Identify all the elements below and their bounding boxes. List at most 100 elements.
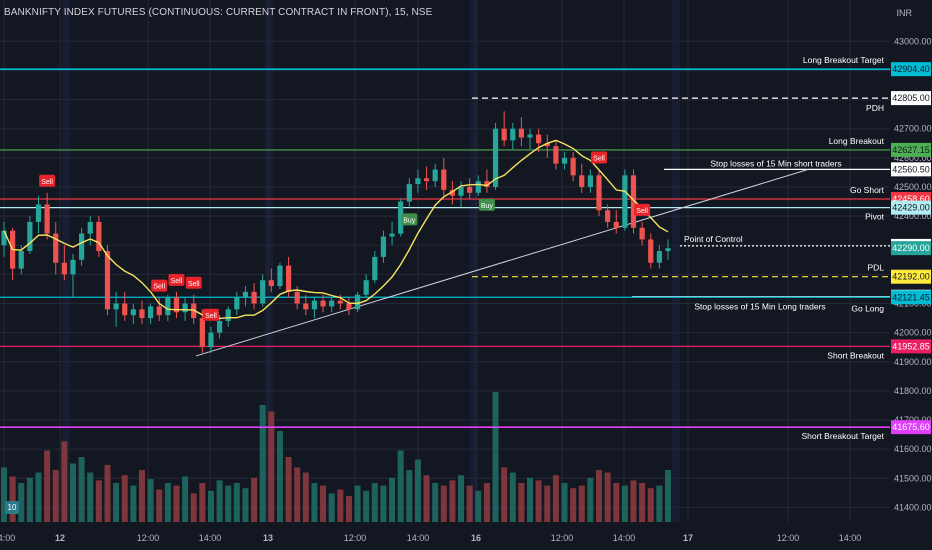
signal-label: Sell bbox=[41, 179, 53, 186]
volume-bar bbox=[345, 496, 352, 522]
candle-body bbox=[346, 303, 352, 310]
volume-bar bbox=[216, 480, 223, 522]
x-tick-label: 12:00 bbox=[777, 533, 800, 543]
y-tick-label: 41700.00 bbox=[894, 415, 932, 425]
x-tick-label: 12:00 bbox=[137, 533, 160, 543]
volume-bar bbox=[458, 475, 465, 522]
signal-marker bbox=[151, 279, 168, 292]
candle-body bbox=[363, 280, 369, 295]
y-tick-label: 41600.00 bbox=[894, 444, 932, 454]
candle-body bbox=[294, 291, 300, 304]
candle-body bbox=[53, 233, 59, 263]
volume-bar bbox=[207, 490, 214, 522]
x-tick-label: 14:00 bbox=[613, 533, 636, 543]
signal-marker bbox=[478, 198, 495, 211]
signal-marker bbox=[202, 308, 219, 321]
volume-bar bbox=[639, 483, 646, 522]
candle-body bbox=[303, 303, 309, 310]
candle-body bbox=[432, 169, 438, 182]
volume-bar bbox=[432, 483, 439, 522]
price-tag bbox=[891, 91, 931, 106]
volume-bar bbox=[363, 490, 370, 522]
candle-body bbox=[139, 309, 145, 319]
volume-bar bbox=[285, 457, 292, 522]
trendline bbox=[195, 169, 809, 357]
signal-marker bbox=[185, 276, 202, 289]
candle-body bbox=[656, 251, 662, 263]
volume-bar bbox=[138, 470, 145, 522]
volume-bar bbox=[190, 493, 197, 522]
signal-marker bbox=[39, 174, 56, 187]
candle-body bbox=[518, 128, 525, 138]
volume-bar bbox=[225, 485, 232, 522]
price-tag-label: 42429.00 bbox=[892, 203, 930, 213]
volume-badge[interactable]: 10 bbox=[5, 501, 19, 514]
price-tag-label: 42192.00 bbox=[892, 272, 930, 282]
y-tick-label: 41800.00 bbox=[894, 386, 932, 396]
price-tag-label: 42627.15 bbox=[892, 145, 930, 155]
price-tag bbox=[891, 162, 931, 177]
volume-bar bbox=[233, 483, 240, 522]
price-tag-label: 42904.40 bbox=[892, 64, 930, 74]
volume-bar bbox=[389, 477, 396, 522]
session-band bbox=[672, 0, 680, 522]
candle-body bbox=[234, 297, 240, 310]
candle-body bbox=[329, 300, 335, 307]
candle-body bbox=[380, 236, 387, 257]
candle-body bbox=[648, 239, 654, 263]
candle-body bbox=[372, 256, 378, 281]
volume-bar bbox=[596, 470, 603, 522]
volume-bar bbox=[199, 483, 206, 522]
level-name: Point of Control bbox=[684, 234, 743, 244]
y-tick-label: 41400.00 bbox=[894, 502, 932, 512]
candle-body bbox=[337, 300, 343, 304]
volume-bar bbox=[535, 480, 542, 522]
candle-body bbox=[260, 280, 266, 304]
volume-bar bbox=[483, 483, 490, 522]
candle-body bbox=[398, 201, 404, 234]
x-tick-label: 13 bbox=[263, 533, 273, 543]
candle-body bbox=[70, 259, 76, 275]
volume-bar bbox=[69, 463, 76, 522]
candle-body bbox=[544, 143, 550, 147]
volume-bar bbox=[259, 405, 266, 522]
candle-body bbox=[527, 134, 533, 138]
candle-body bbox=[242, 291, 249, 298]
candle-body bbox=[79, 233, 85, 260]
volume-bar bbox=[630, 480, 637, 522]
signal-marker bbox=[401, 213, 418, 226]
volume-bar bbox=[380, 485, 387, 522]
candle-body bbox=[285, 265, 292, 292]
volume-bar bbox=[371, 483, 378, 522]
candle-body bbox=[423, 178, 430, 182]
volume-bar bbox=[18, 483, 25, 522]
volume-bar bbox=[268, 411, 275, 522]
candle-body bbox=[622, 175, 628, 228]
volume-bar bbox=[9, 476, 16, 522]
candle-body bbox=[484, 181, 490, 187]
volume-bar bbox=[544, 485, 551, 522]
x-tick-label: 12 bbox=[55, 533, 65, 543]
candle-body bbox=[44, 204, 50, 234]
candle-body bbox=[251, 291, 257, 304]
candle-body bbox=[510, 128, 516, 141]
level-name: Stop losses of 15 Min short traders bbox=[710, 158, 841, 168]
price-tag bbox=[891, 200, 931, 215]
volume-bar bbox=[665, 470, 671, 522]
volume-bar bbox=[561, 483, 568, 522]
price-tag-label: 41675.60 bbox=[892, 422, 930, 432]
level-name: PDL bbox=[867, 263, 884, 273]
volume-bar bbox=[164, 483, 171, 522]
level-name: Long Breakout Target bbox=[803, 55, 885, 65]
level-name: Short Breakout Target bbox=[801, 431, 884, 441]
volume-bar bbox=[518, 483, 525, 522]
x-tick-label: 12:00 bbox=[551, 533, 574, 543]
candle-body bbox=[596, 175, 602, 211]
volume-bar bbox=[587, 477, 594, 522]
candle-body bbox=[225, 309, 231, 321]
signal-marker bbox=[634, 203, 651, 216]
price-tag-label: 42560.50 bbox=[892, 164, 930, 174]
volume-bar bbox=[552, 475, 559, 522]
